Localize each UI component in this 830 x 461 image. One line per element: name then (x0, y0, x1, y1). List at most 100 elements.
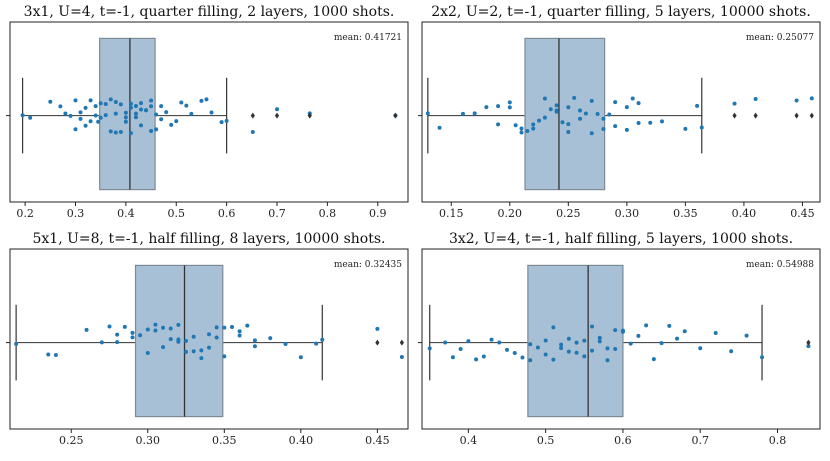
data-point (648, 120, 653, 125)
data-point (528, 358, 533, 363)
data-point (548, 107, 553, 112)
data-point (651, 357, 656, 362)
outlier-marker (307, 112, 312, 119)
subplot-4: 3x2, U=4, t=-1, half filling, 5 layers, … (418, 231, 821, 447)
x-tick-label: 0.35 (212, 434, 237, 447)
data-point (83, 123, 88, 128)
x-tick-label: 0.7 (268, 207, 286, 220)
data-point (275, 107, 280, 112)
data-point (184, 338, 189, 343)
data-point (268, 336, 273, 341)
iqr-box (524, 37, 606, 191)
data-point (93, 113, 98, 118)
data-point (659, 119, 664, 124)
data-point (222, 354, 227, 359)
outlier-marker (753, 112, 758, 119)
data-point (507, 105, 512, 110)
data-point (73, 127, 78, 132)
data-point (108, 129, 113, 134)
data-point (118, 102, 123, 107)
data-point (497, 340, 502, 345)
data-point (537, 118, 542, 123)
data-point (760, 355, 765, 360)
data-point (551, 357, 556, 362)
x-tick-label: 0.15 (439, 207, 464, 220)
data-point (601, 127, 606, 132)
data-point (93, 104, 98, 109)
data-point (209, 110, 214, 115)
data-point (574, 350, 579, 355)
data-point (164, 110, 169, 115)
subplot-1: 3x1, U=4, t=-1, quarter filling, 2 layer… (6, 4, 409, 220)
data-point (53, 352, 58, 357)
data-point (698, 346, 703, 351)
data-point (149, 98, 154, 103)
data-point (595, 112, 600, 117)
data-point (574, 340, 579, 345)
data-point (133, 103, 138, 108)
x-tick-label: 0.6 (614, 434, 632, 447)
data-point (78, 110, 83, 115)
data-point (613, 124, 618, 129)
data-point (636, 101, 641, 106)
data-point (729, 349, 734, 354)
data-point (123, 119, 128, 124)
data-point (525, 128, 530, 133)
data-point (505, 347, 510, 352)
data-point (78, 116, 83, 121)
data-point (559, 342, 564, 347)
data-point (184, 349, 189, 354)
outlier-marker (806, 339, 811, 346)
data-point (399, 354, 404, 359)
data-point (207, 345, 211, 350)
data-point (683, 126, 688, 131)
outlier-marker (794, 112, 799, 119)
data-point (794, 98, 799, 103)
data-point (14, 341, 19, 346)
x-tick-label: 0.35 (673, 207, 698, 220)
data-point (168, 337, 173, 342)
data-point (578, 108, 583, 113)
data-point (154, 127, 159, 132)
data-point (179, 100, 184, 105)
data-point (153, 322, 158, 327)
data-point (149, 128, 154, 133)
data-point (713, 330, 718, 335)
x-tick-label: 0.8 (769, 434, 787, 447)
data-point (68, 113, 73, 118)
outlier-marker (274, 112, 280, 119)
x-tick-label: 0.45 (365, 434, 390, 447)
x-tick-label: 0.6 (218, 207, 236, 220)
subplot-title: 5x1, U=8, t=-1, half filling, 8 layers, … (33, 231, 386, 247)
data-point (83, 105, 88, 110)
data-point (48, 99, 53, 104)
data-point (489, 337, 494, 342)
data-point (520, 355, 525, 360)
data-point (222, 325, 227, 330)
subplot-3: 5x1, U=8, t=-1, half filling, 8 layers, … (6, 231, 409, 447)
x-tick-label: 0.2 (16, 207, 34, 220)
data-point (46, 352, 51, 357)
data-point (283, 342, 288, 347)
x-tick-label: 0.5 (537, 434, 555, 447)
data-point (88, 98, 93, 103)
outlier-marker (375, 339, 380, 346)
data-point (496, 104, 501, 109)
data-point (597, 339, 602, 344)
data-point (566, 336, 571, 341)
data-point (566, 130, 571, 135)
data-point (542, 115, 547, 120)
x-tick-label: 0.30 (136, 434, 161, 447)
mean-annotation: mean: 0.41721 (334, 33, 402, 43)
x-tick-label: 0.30 (615, 207, 640, 220)
data-point (605, 358, 610, 363)
data-point (130, 330, 135, 335)
subplot-title: 2x2, U=2, t=-1, quarter filling, 5 layer… (431, 4, 811, 20)
data-point (245, 323, 250, 328)
x-tick-label: 0.5 (168, 207, 186, 220)
data-point (613, 346, 618, 351)
data-point (237, 329, 242, 334)
outlier-marker (809, 112, 814, 119)
data-point (122, 324, 127, 329)
data-point (133, 115, 138, 120)
